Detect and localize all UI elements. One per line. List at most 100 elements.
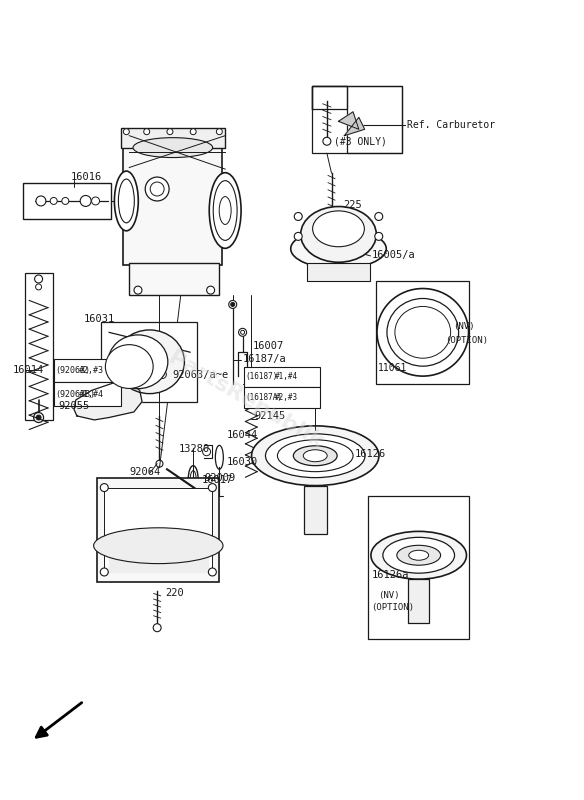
Bar bbox=[244, 366, 320, 387]
Circle shape bbox=[36, 284, 41, 290]
Ellipse shape bbox=[291, 229, 386, 269]
Ellipse shape bbox=[409, 550, 429, 560]
Bar bbox=[23, 183, 110, 219]
Circle shape bbox=[36, 415, 41, 420]
Bar bbox=[105, 487, 213, 572]
Text: 225: 225 bbox=[343, 200, 362, 210]
Circle shape bbox=[196, 490, 206, 501]
Bar bbox=[54, 358, 120, 382]
Ellipse shape bbox=[215, 446, 223, 470]
Ellipse shape bbox=[377, 289, 468, 376]
Ellipse shape bbox=[119, 179, 134, 223]
Bar bbox=[312, 86, 347, 110]
Text: #2,#3: #2,#3 bbox=[79, 366, 104, 375]
Text: 16017: 16017 bbox=[202, 474, 233, 485]
Text: 16187/a: 16187/a bbox=[242, 354, 286, 363]
Polygon shape bbox=[339, 112, 359, 130]
Bar bbox=[312, 86, 402, 153]
Circle shape bbox=[239, 328, 246, 336]
Text: (92063): (92063) bbox=[55, 366, 90, 375]
Circle shape bbox=[231, 302, 235, 306]
Text: 13280: 13280 bbox=[179, 444, 210, 454]
Circle shape bbox=[153, 624, 161, 632]
Text: 16044: 16044 bbox=[227, 430, 258, 440]
Text: 92064: 92064 bbox=[129, 466, 161, 477]
Circle shape bbox=[155, 367, 169, 382]
Circle shape bbox=[150, 182, 164, 196]
Text: (NV): (NV) bbox=[454, 322, 475, 331]
Text: 92063/a~e: 92063/a~e bbox=[173, 370, 229, 379]
Text: 16014: 16014 bbox=[13, 365, 44, 374]
Ellipse shape bbox=[188, 466, 198, 494]
Ellipse shape bbox=[114, 171, 138, 231]
Circle shape bbox=[50, 198, 57, 205]
Circle shape bbox=[62, 198, 69, 205]
Bar bbox=[25, 273, 53, 420]
Bar bbox=[304, 486, 327, 534]
Text: 16030: 16030 bbox=[227, 457, 258, 467]
Text: 11061: 11061 bbox=[378, 363, 408, 373]
Circle shape bbox=[100, 568, 108, 576]
Text: (16187A): (16187A) bbox=[245, 393, 283, 402]
Circle shape bbox=[145, 177, 169, 201]
Text: 16005/a: 16005/a bbox=[372, 250, 416, 260]
Bar bbox=[98, 478, 220, 582]
Text: (#3 ONLY): (#3 ONLY) bbox=[335, 136, 387, 146]
Text: 92145: 92145 bbox=[254, 411, 286, 421]
Ellipse shape bbox=[395, 306, 451, 358]
Ellipse shape bbox=[312, 211, 364, 246]
Text: 16007: 16007 bbox=[252, 341, 284, 351]
Bar bbox=[54, 382, 120, 406]
Ellipse shape bbox=[252, 426, 379, 486]
Circle shape bbox=[203, 448, 211, 456]
Polygon shape bbox=[74, 382, 142, 420]
Circle shape bbox=[34, 413, 44, 422]
Ellipse shape bbox=[387, 298, 458, 366]
Text: #2,#3: #2,#3 bbox=[274, 393, 298, 402]
Circle shape bbox=[294, 233, 302, 240]
Circle shape bbox=[190, 129, 196, 134]
Text: (92063B): (92063B) bbox=[55, 390, 95, 399]
Ellipse shape bbox=[213, 181, 237, 240]
Circle shape bbox=[34, 275, 43, 283]
Ellipse shape bbox=[133, 138, 213, 158]
Ellipse shape bbox=[108, 335, 168, 389]
Bar bbox=[102, 322, 197, 402]
Circle shape bbox=[134, 286, 142, 294]
Ellipse shape bbox=[303, 450, 327, 462]
Ellipse shape bbox=[115, 330, 185, 394]
Ellipse shape bbox=[397, 546, 440, 566]
Ellipse shape bbox=[209, 173, 241, 248]
Bar bbox=[307, 263, 370, 281]
Circle shape bbox=[328, 216, 335, 222]
Text: 92055: 92055 bbox=[58, 402, 89, 411]
Text: (NV): (NV) bbox=[378, 590, 399, 599]
Circle shape bbox=[216, 129, 223, 134]
Bar bbox=[367, 495, 470, 639]
Circle shape bbox=[294, 213, 302, 221]
Ellipse shape bbox=[383, 538, 454, 573]
Circle shape bbox=[375, 213, 383, 221]
Circle shape bbox=[208, 484, 216, 491]
Polygon shape bbox=[109, 542, 208, 572]
Bar bbox=[123, 138, 223, 265]
Circle shape bbox=[80, 195, 91, 206]
Bar bbox=[120, 128, 225, 148]
Circle shape bbox=[375, 233, 383, 240]
Bar bbox=[129, 263, 220, 295]
Circle shape bbox=[123, 129, 129, 134]
Ellipse shape bbox=[371, 531, 467, 579]
Ellipse shape bbox=[93, 528, 223, 564]
Bar bbox=[376, 281, 470, 384]
Circle shape bbox=[158, 370, 166, 378]
Circle shape bbox=[207, 286, 214, 294]
Text: PartsRepublik: PartsRepublik bbox=[165, 347, 326, 453]
Text: 16016: 16016 bbox=[71, 172, 102, 182]
Bar bbox=[408, 579, 429, 623]
Circle shape bbox=[229, 301, 237, 309]
Text: 92009: 92009 bbox=[205, 473, 236, 483]
Circle shape bbox=[144, 129, 150, 134]
Circle shape bbox=[167, 129, 173, 134]
Circle shape bbox=[208, 568, 216, 576]
Ellipse shape bbox=[277, 440, 353, 472]
